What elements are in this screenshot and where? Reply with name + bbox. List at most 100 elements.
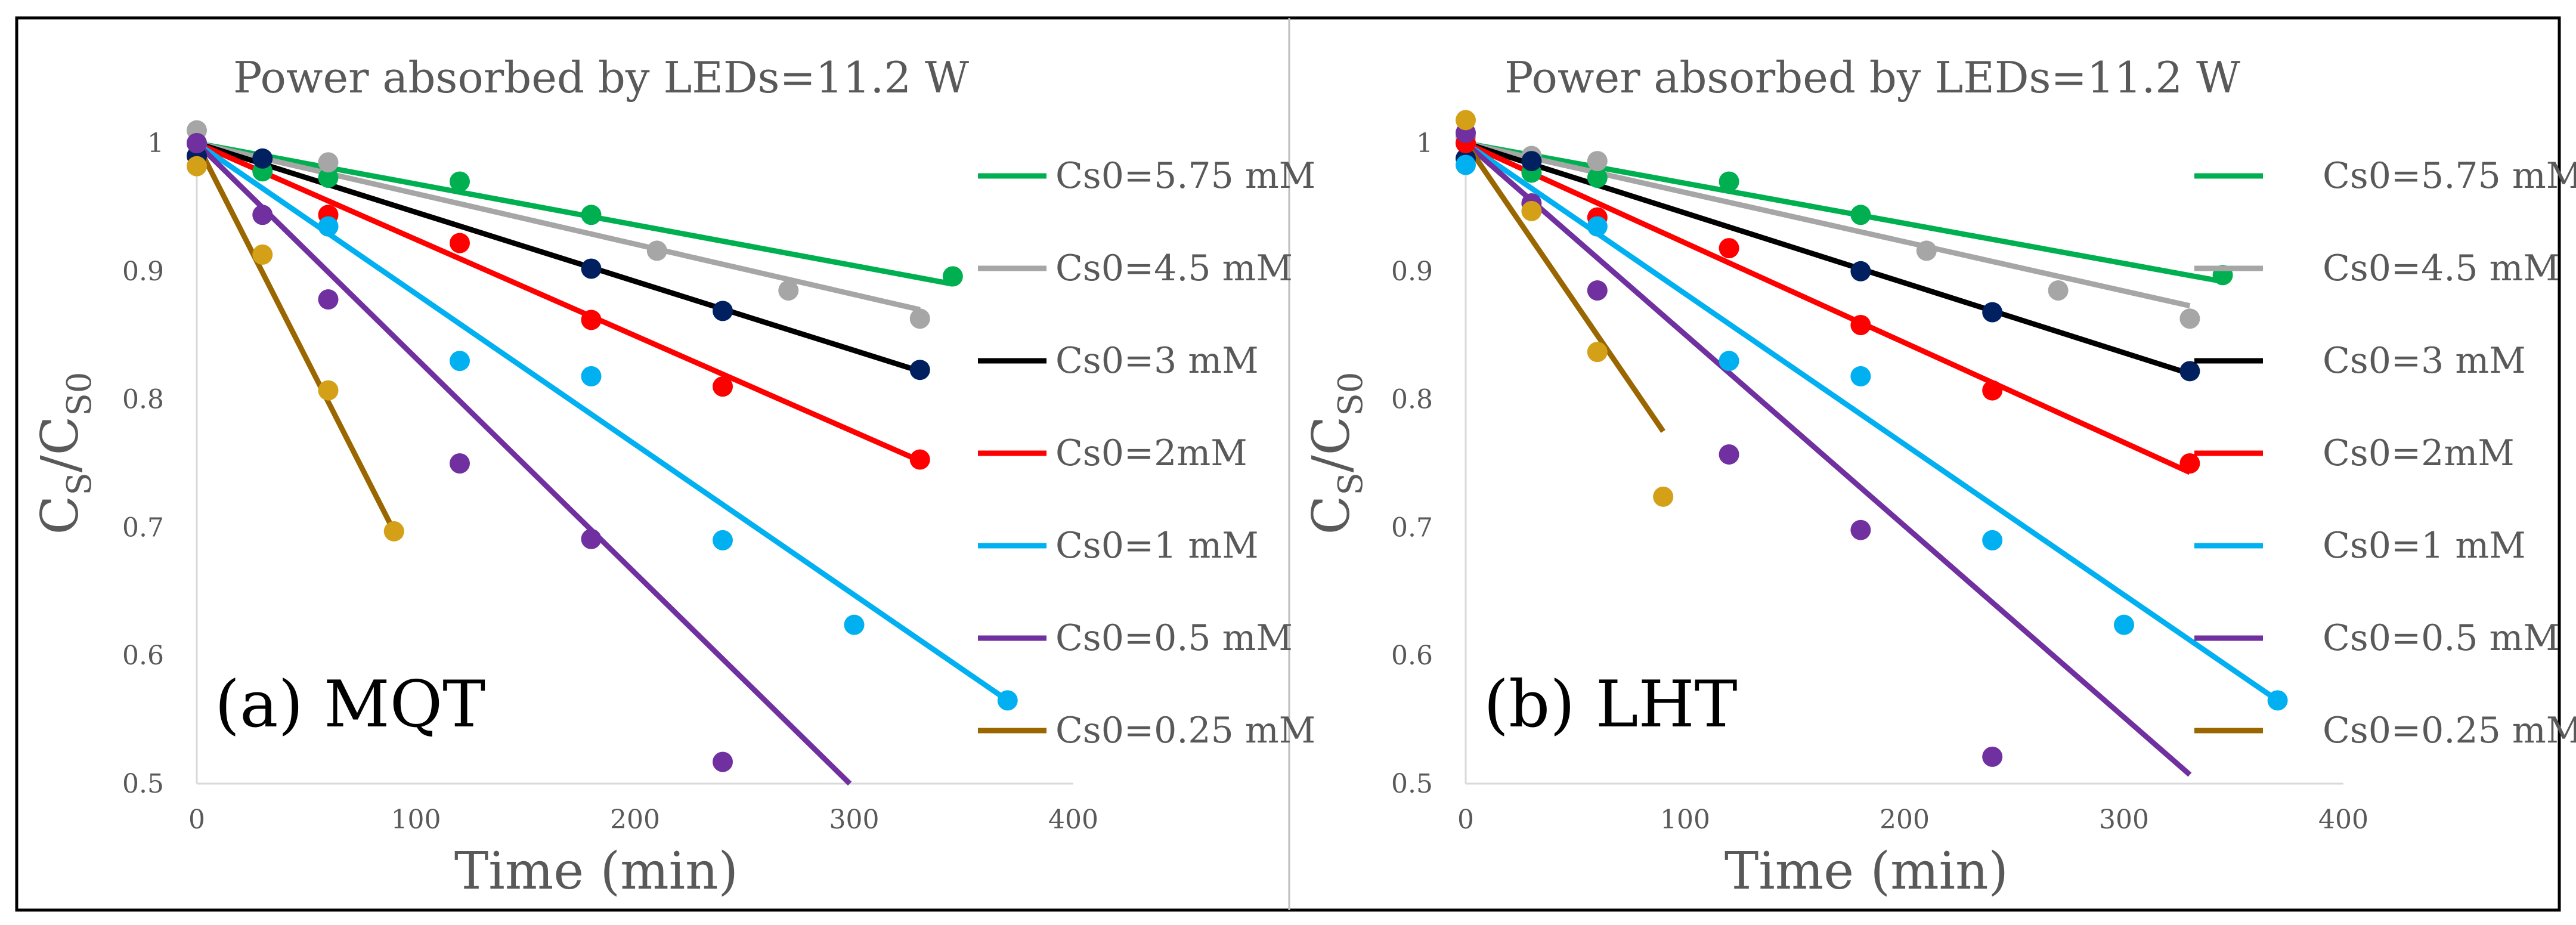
data-point-cs0-3 <box>252 148 273 169</box>
y-tick-label: 1 <box>147 128 164 159</box>
data-point-cs0-1 <box>713 530 733 550</box>
x-tick-label: 0 <box>1457 805 1474 835</box>
data-point-cs0-4-5 <box>318 152 339 173</box>
data-point-cs0-4-5 <box>778 280 799 301</box>
y-axis-label-c: C <box>1302 496 1361 535</box>
panel-b: Power absorbed by LEDs=11.2 W Time (min)… <box>1302 52 2576 901</box>
x-tick-label: 400 <box>1048 805 1098 835</box>
data-point-cs0-0-25 <box>1456 110 1476 131</box>
data-point-cs0-0-25 <box>1653 486 1674 507</box>
data-point-cs0-0-25 <box>1521 200 1542 221</box>
fit-line-cs0-3 <box>196 140 921 374</box>
data-point-cs0-4-5 <box>2179 308 2200 329</box>
x-tick-label: 0 <box>188 805 205 835</box>
data-point-cs0-5-75 <box>450 171 470 192</box>
y-tick-label: 0.9 <box>1391 256 1433 287</box>
data-point-cs0-0-5 <box>1982 746 2003 767</box>
data-point-cs0-1 <box>844 614 865 635</box>
data-point-cs0-2 <box>2179 453 2200 474</box>
fit-line-cs0-3 <box>1465 140 2191 376</box>
y-axis-label: CS/CS0 <box>30 372 99 535</box>
y-tick-label: 0.7 <box>122 512 164 543</box>
fit-line-cs0-2 <box>1465 140 2191 475</box>
data-point-cs0-3 <box>713 301 733 321</box>
data-point-cs0-4-5 <box>1916 240 1937 261</box>
axes <box>1465 143 2343 785</box>
data-point-cs0-4-5 <box>1587 151 1608 172</box>
x-tick-label: 300 <box>829 805 880 835</box>
x-tick-label: 100 <box>1660 805 1710 835</box>
data-point-cs0-0-25 <box>187 156 207 177</box>
y-tick-label: 0.6 <box>1391 641 1433 671</box>
y-axis-label-slash-c: /C <box>1302 416 1361 473</box>
data-point-cs0-5-75 <box>318 167 339 188</box>
data-point-cs0-2 <box>1719 238 1739 259</box>
x-tick-label: 400 <box>2318 805 2368 835</box>
axes <box>196 143 1073 785</box>
y-axis-label: CS/CS0 <box>1302 372 1370 535</box>
y-axis-label-sub-s0: S0 <box>60 372 99 416</box>
chart-title: Power absorbed by LEDs=11.2 W <box>1504 52 2240 103</box>
data-point-cs0-4-5 <box>909 308 930 329</box>
x-tick-label: 200 <box>610 805 660 835</box>
data-point-cs0-1 <box>2114 614 2134 635</box>
x-axis-label: Time (min) <box>454 842 738 901</box>
data-point-cs0-1 <box>450 351 470 372</box>
legend-label-cs0-0-25: Cs0=0.25 mM <box>2323 710 2576 751</box>
y-ticks: 0.5 0.6 0.7 0.8 0.9 1 <box>122 128 164 799</box>
legend-label-cs0-2: Cs0=2mM <box>1055 432 1247 474</box>
y-tick-label: 0.7 <box>1391 512 1433 543</box>
data-point-cs0-3 <box>1850 261 1871 281</box>
data-point-cs0-5-75 <box>942 266 963 287</box>
y-tick-label: 0.5 <box>1391 769 1433 799</box>
data-point-cs0-0-5 <box>187 133 207 153</box>
y-axis-label-sub-s: S <box>60 472 99 495</box>
data-point-cs0-4-5 <box>2048 280 2069 301</box>
fit-line-cs0-4-5 <box>1465 140 2191 309</box>
y-tick-label: 0.5 <box>122 769 164 799</box>
data-point-cs0-4-5 <box>646 240 667 261</box>
legend-label-cs0-3: Cs0=3 mM <box>1055 340 1259 382</box>
x-ticks: 0 100 200 300 400 <box>188 805 1098 835</box>
fit-line-cs0-0-5 <box>194 141 852 786</box>
y-tick-label: 0.9 <box>122 256 164 287</box>
data-point-cs0-1 <box>318 216 339 237</box>
chart-title: Power absorbed by LEDs=11.2 W <box>233 52 969 103</box>
data-point-cs0-1 <box>1456 154 1476 175</box>
y-tick-label: 1 <box>1416 128 1433 159</box>
data-point-cs0-0-5 <box>713 751 733 772</box>
fit-line-cs0-0-25 <box>1463 141 1665 433</box>
fit-line-cs0-1 <box>1464 141 2280 703</box>
fit-lines <box>194 140 1010 786</box>
data-point-cs0-5-75 <box>1850 205 1871 225</box>
panel-label: (b) LHT <box>1484 667 1738 742</box>
legend-label-cs0-5-75: Cs0=5.75 mM <box>1055 155 1315 197</box>
fit-line-cs0-2 <box>196 140 921 463</box>
data-point-cs0-1 <box>1719 351 1739 372</box>
data-point-cs0-2 <box>581 310 602 330</box>
y-axis-label-slash-c: /C <box>30 416 90 473</box>
data-point-cs0-0-5 <box>581 528 602 549</box>
legend-label-cs0-0-5: Cs0=0.5 mM <box>2323 617 2560 659</box>
data-point-cs0-3 <box>2179 361 2200 382</box>
data-points <box>187 120 1018 772</box>
legend-label-cs0-2: Cs0=2mM <box>2323 432 2515 474</box>
data-point-cs0-0-5 <box>450 453 470 474</box>
figure-frame <box>15 16 2561 912</box>
data-point-cs0-0-25 <box>252 244 273 265</box>
data-point-cs0-1 <box>1850 366 1871 386</box>
data-point-cs0-0-25 <box>383 521 404 542</box>
data-points <box>1456 110 2288 767</box>
y-tick-label: 0.8 <box>1391 385 1433 415</box>
data-point-cs0-5-75 <box>581 205 602 225</box>
data-point-cs0-5-75 <box>1587 167 1608 188</box>
data-point-cs0-3 <box>581 258 602 279</box>
x-axis-label: Time (min) <box>1724 842 2008 901</box>
data-point-cs0-0-25 <box>318 380 339 401</box>
y-tick-label: 0.8 <box>122 385 164 415</box>
y-ticks: 0.5 0.6 0.7 0.8 0.9 1 <box>1391 128 1433 799</box>
x-tick-label: 300 <box>2099 805 2149 835</box>
data-point-cs0-3 <box>909 360 930 380</box>
